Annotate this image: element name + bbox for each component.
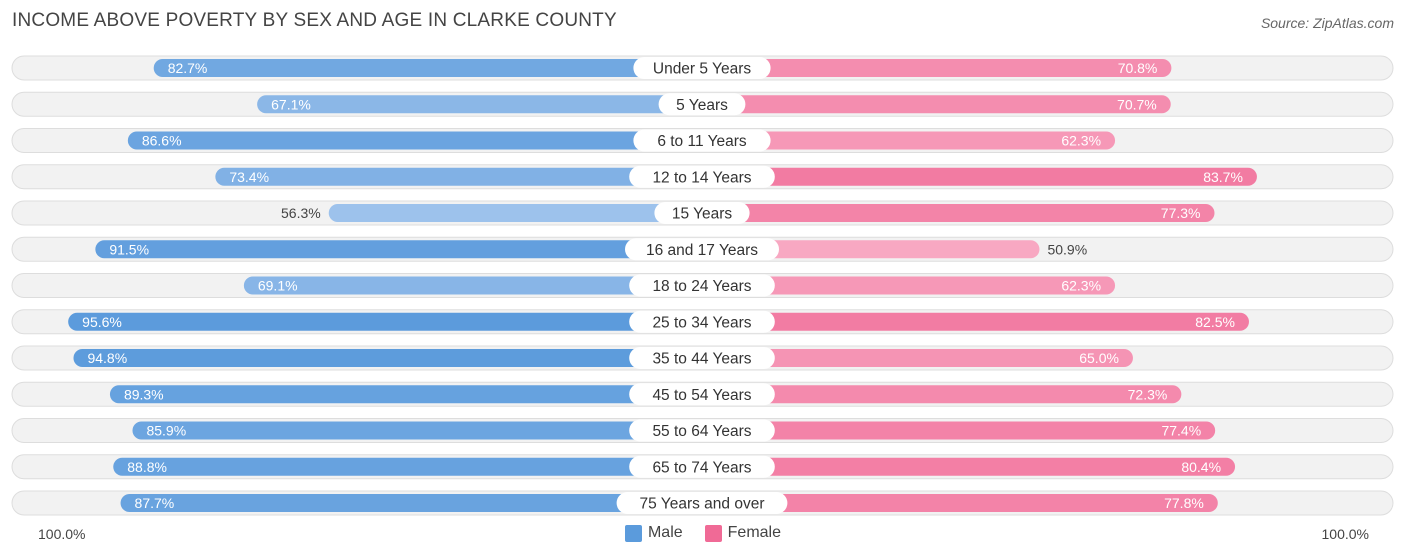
category-label: 45 to 54 Years: [652, 387, 751, 404]
bar-female: [702, 131, 1116, 150]
bar-male: [109, 385, 703, 404]
category-label: 15 Years: [672, 206, 733, 223]
value-label-male: 88.8%: [127, 459, 167, 475]
axis-label-left: 100.0%: [38, 526, 86, 542]
value-label-female: 70.7%: [1117, 96, 1157, 112]
bar-female: [702, 95, 1171, 114]
bar-male: [243, 276, 702, 295]
bar-female: [702, 421, 1216, 440]
value-label-female: 82.5%: [1195, 314, 1235, 330]
bar-male: [95, 240, 703, 259]
bar-male: [120, 494, 702, 512]
bar-female: [702, 457, 1236, 476]
category-pill: [633, 129, 771, 152]
chart-title: INCOME ABOVE POVERTY BY SEX AND AGE IN C…: [12, 10, 617, 31]
value-label-male: 69.1%: [258, 278, 298, 294]
bar-female: [702, 167, 1257, 186]
value-label-male: 91.5%: [109, 241, 149, 257]
bar-female: [702, 349, 1133, 367]
bar-male: [68, 312, 702, 331]
bar-male: [257, 95, 702, 114]
value-label-male: 73.4%: [229, 169, 269, 185]
value-label-male: 94.8%: [87, 350, 127, 366]
category-label: 75 Years and over: [640, 496, 765, 513]
value-label-male: 89.3%: [124, 386, 164, 402]
category-label: 35 to 44 Years: [652, 351, 751, 368]
legend-item-male[interactable]: Male: [624, 524, 683, 542]
category-pill: [629, 419, 775, 442]
value-label-female: 80.4%: [1181, 459, 1221, 475]
bar-female: [702, 59, 1172, 77]
category-pill: [629, 455, 775, 478]
value-label-female: 77.3%: [1161, 205, 1201, 221]
value-label-male: 67.1%: [271, 96, 311, 112]
category-label: 5 Years: [676, 97, 728, 114]
bar-male: [132, 421, 702, 440]
bar-female: [702, 385, 1182, 404]
bar-male: [328, 204, 702, 222]
legend: Male Female: [0, 524, 1406, 542]
value-label-male: 82.7%: [168, 60, 208, 76]
category-label: 25 to 34 Years: [652, 314, 751, 331]
bar-female: [702, 276, 1116, 295]
legend-item-female[interactable]: Female: [704, 524, 782, 542]
legend-label-female: Female: [727, 524, 782, 541]
category-pill: [629, 165, 775, 188]
value-label-male: 56.3%: [281, 205, 321, 221]
category-pill: [616, 492, 788, 514]
legend-swatch-male: [624, 524, 642, 542]
value-label-female: 62.3%: [1061, 133, 1101, 149]
bar-male: [215, 167, 702, 186]
category-pill: [625, 238, 779, 261]
value-label-female: 77.8%: [1164, 495, 1204, 511]
value-label-male: 95.6%: [82, 314, 122, 330]
axis-label-right: 100.0%: [1321, 526, 1369, 542]
category-pill: [633, 57, 771, 79]
value-label-female: 62.3%: [1061, 278, 1101, 294]
category-label: 65 to 74 Years: [652, 459, 751, 476]
category-pill: [654, 202, 750, 224]
bar-male: [127, 131, 703, 150]
value-label-male: 85.9%: [146, 423, 186, 439]
value-label-female: 77.4%: [1161, 423, 1201, 439]
category-pill: [629, 347, 775, 369]
category-pill: [629, 383, 775, 406]
category-pill: [658, 93, 746, 116]
bar-female: [702, 240, 1040, 259]
category-label: 12 to 14 Years: [652, 169, 751, 186]
value-label-male: 86.6%: [142, 133, 182, 149]
bar-male: [153, 59, 703, 77]
bar-female: [702, 312, 1249, 331]
value-label-female: 70.8%: [1118, 60, 1158, 76]
bar-female: [702, 204, 1215, 222]
value-label-male: 87.7%: [135, 495, 175, 511]
bar-male: [113, 457, 703, 476]
bar-female: [702, 494, 1218, 512]
legend-label-male: Male: [647, 524, 683, 541]
value-label-female: 50.9%: [1047, 241, 1087, 257]
category-label: 6 to 11 Years: [657, 133, 747, 150]
category-label: Under 5 Years: [653, 61, 751, 78]
legend-swatch-female: [704, 524, 722, 542]
source-credit: Source: ZipAtlas.com: [1260, 15, 1394, 31]
bar-male: [73, 349, 702, 367]
value-label-female: 65.0%: [1079, 350, 1119, 366]
category-label: 16 and 17 Years: [646, 242, 758, 259]
category-pill: [629, 310, 775, 333]
value-label-female: 83.7%: [1203, 169, 1243, 185]
category-label: 55 to 64 Years: [652, 423, 751, 440]
diverging-bar-chart: 82.7% 70.8% Under 5 Years 67.1% 70.7% 5 Years…: [11, 55, 1394, 516]
category-label: 18 to 24 Years: [652, 278, 751, 295]
value-label-female: 72.3%: [1128, 386, 1168, 402]
category-pill: [629, 274, 775, 297]
